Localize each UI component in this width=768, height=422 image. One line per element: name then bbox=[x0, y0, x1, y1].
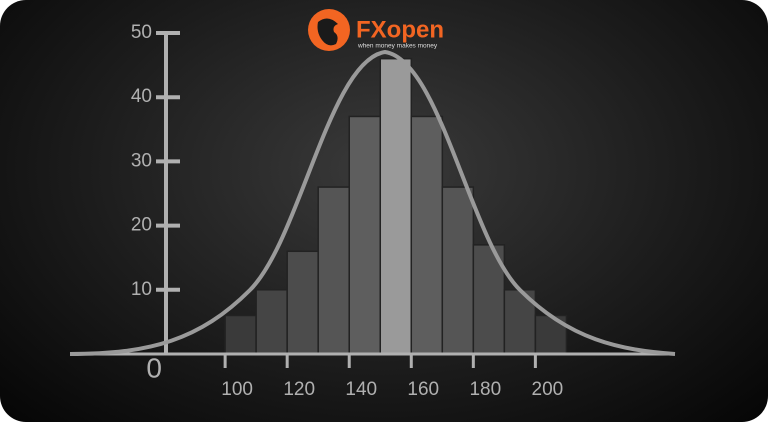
logo-dragon bbox=[317, 18, 338, 46]
logo-text: FXopen bbox=[356, 16, 444, 43]
bar bbox=[317, 186, 350, 355]
plot: 0 10 20 30 40 50 100 120 140 160 180 200 bbox=[70, 22, 675, 400]
y-tick-label: 10 bbox=[131, 279, 152, 300]
bar bbox=[441, 186, 475, 355]
bar bbox=[410, 115, 444, 355]
x-tick-label: 180 bbox=[469, 379, 501, 400]
x-tick-label: 100 bbox=[221, 379, 253, 400]
x-tick-label: 200 bbox=[532, 379, 564, 400]
bar bbox=[379, 57, 413, 355]
y-tick-label: 40 bbox=[131, 86, 152, 107]
y-tick-label: 50 bbox=[131, 22, 152, 43]
bar bbox=[286, 250, 319, 355]
bar bbox=[255, 289, 288, 355]
y-tick-label: 20 bbox=[131, 215, 152, 236]
y-tick-label: 0 bbox=[146, 352, 162, 383]
logo: FXopen when money makes money bbox=[308, 9, 444, 51]
bar bbox=[224, 314, 257, 355]
x-tick-label: 160 bbox=[407, 379, 439, 400]
distribution-curve bbox=[69, 49, 676, 356]
y-tick-label: 30 bbox=[131, 150, 152, 171]
x-tick-label: 120 bbox=[283, 379, 315, 400]
bar bbox=[348, 115, 382, 355]
x-tick-label: 140 bbox=[345, 379, 377, 400]
logo-tagline: when money makes money bbox=[357, 43, 438, 50]
